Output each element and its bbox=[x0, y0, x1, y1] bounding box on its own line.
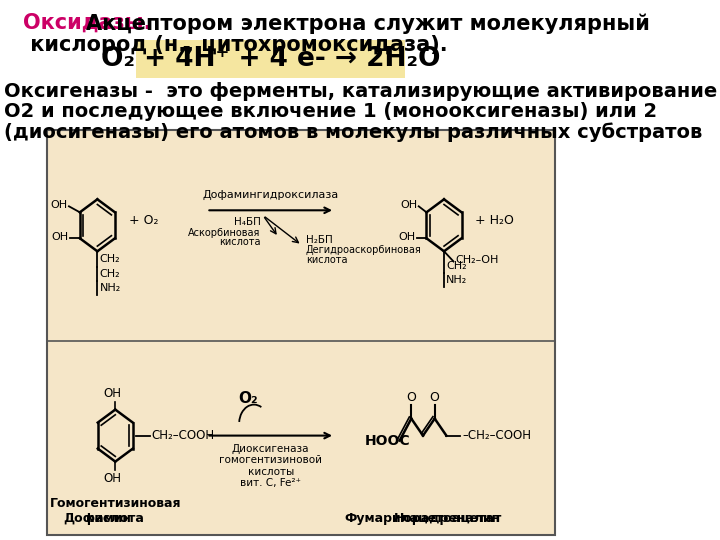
Text: Норадреналин: Норадреналин bbox=[395, 512, 502, 525]
Text: –CH₂–COOH: –CH₂–COOH bbox=[462, 429, 531, 442]
Text: O₂ + 4H⁺ + 4 e- → 2H₂O: O₂ + 4H⁺ + 4 e- → 2H₂O bbox=[101, 46, 441, 72]
Text: ОН: ОН bbox=[103, 471, 121, 484]
Text: NH₂: NH₂ bbox=[99, 284, 121, 293]
Text: CH₂: CH₂ bbox=[99, 269, 120, 279]
Text: ОН: ОН bbox=[103, 387, 121, 400]
Text: Дофамингидроксилаза: Дофамингидроксилаза bbox=[202, 190, 339, 200]
Text: Дофамин: Дофамин bbox=[63, 512, 131, 525]
Text: CH₂: CH₂ bbox=[99, 254, 120, 264]
Text: НООС: НООС bbox=[364, 434, 410, 448]
Text: O: O bbox=[406, 390, 416, 403]
Text: Диоксигеназа
гомогентизиновой
кислоты
вит. С, Fe²⁺: Диоксигеназа гомогентизиновой кислоты ви… bbox=[219, 443, 323, 489]
Text: O₂: O₂ bbox=[238, 390, 258, 406]
Text: Дегидроаскорбиновая: Дегидроаскорбиновая bbox=[306, 245, 421, 255]
Text: + H₂O: + H₂O bbox=[475, 214, 514, 227]
Text: Оксидазы.: Оксидазы. bbox=[23, 13, 152, 33]
Text: OH: OH bbox=[400, 200, 417, 210]
Text: + O₂: + O₂ bbox=[130, 214, 159, 227]
Text: OH: OH bbox=[50, 200, 68, 210]
Text: О2 и последующее включение 1 (монооксигеназы) или 2: О2 и последующее включение 1 (монооксиге… bbox=[4, 102, 657, 121]
Text: Н₂БП: Н₂БП bbox=[306, 235, 333, 245]
FancyBboxPatch shape bbox=[136, 40, 405, 78]
Text: Оксигеназы -  это ферменты, катализирующие активирование: Оксигеназы - это ферменты, катализирующи… bbox=[4, 82, 717, 101]
Text: O: O bbox=[430, 390, 440, 403]
Text: кислород (н., цитохромоксидаза).: кислород (н., цитохромоксидаза). bbox=[23, 35, 448, 55]
Text: OH: OH bbox=[52, 232, 69, 242]
Text: кислота: кислота bbox=[306, 255, 347, 265]
Text: Акцептором электрона служит молекулярный: Акцептором электрона служит молекулярный bbox=[86, 13, 649, 33]
Text: NH₂: NH₂ bbox=[446, 275, 467, 285]
Text: CH₂–OH: CH₂–OH bbox=[455, 255, 498, 265]
FancyBboxPatch shape bbox=[47, 130, 554, 535]
Text: Аскорбиновая: Аскорбиновая bbox=[188, 228, 261, 238]
Text: Н₄БП: Н₄БП bbox=[234, 217, 261, 227]
Text: Гомогентизиновая
кислота: Гомогентизиновая кислота bbox=[50, 497, 181, 525]
Text: OH: OH bbox=[398, 232, 415, 242]
Text: кислота: кислота bbox=[219, 237, 261, 247]
Text: CH₂–COOH: CH₂–COOH bbox=[151, 429, 215, 442]
Text: Фумарилацетоацетат: Фумарилацетоацетат bbox=[344, 512, 502, 525]
Text: CH₂: CH₂ bbox=[446, 261, 467, 271]
Text: (диосигеназы) его атомов в молекулы различных субстратов: (диосигеназы) его атомов в молекулы разл… bbox=[4, 122, 702, 141]
